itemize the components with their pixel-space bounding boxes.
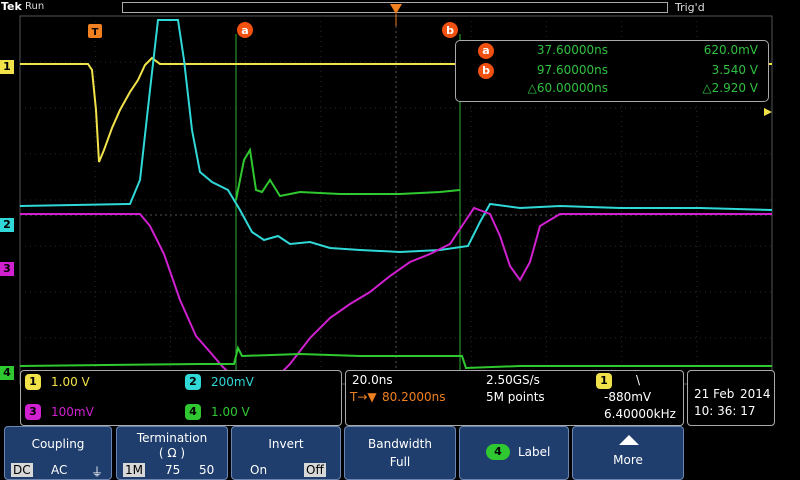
up-arrow-icon xyxy=(619,435,639,445)
cursor-b-value: 3.540 V xyxy=(711,63,758,77)
trigger-position-icon: T→▼ xyxy=(350,390,377,404)
channel-scale-panel: 1 1.00 V 2 200mV 3 100mV 4 1.00 V xyxy=(20,370,342,426)
datetime-panel: 21 Feb 2014 10: 36: 17 xyxy=(687,370,775,426)
cursor-a-badge: a xyxy=(478,43,494,59)
record-view-bar[interactable] xyxy=(122,2,668,13)
label-channel-badge: 4 xyxy=(486,444,510,460)
termination-menu-button[interactable]: Termination ( Ω ) 1M 75 50 xyxy=(116,426,228,480)
bandwidth-value: Full xyxy=(389,455,411,469)
invert-title: Invert xyxy=(268,437,304,451)
run-status: Run xyxy=(25,1,45,12)
cursor-delta-readout: △60.00000ns △2.920 V xyxy=(456,81,768,99)
sample-rate: 2.50GS/s xyxy=(486,373,540,387)
record-length: 5M points xyxy=(486,390,545,404)
delta-time: △60.00000ns xyxy=(527,81,608,95)
cursor-a-value: 620.0mV xyxy=(703,43,758,57)
time-per-div: 20.0ns xyxy=(352,373,393,387)
coupling-dc-option[interactable]: DC xyxy=(11,463,33,477)
termination-75-option[interactable]: 75 xyxy=(165,463,181,477)
channel-4-marker[interactable]: 4 xyxy=(0,366,14,380)
channel-4-ringing xyxy=(235,147,461,201)
ch1-scale[interactable]: 1.00 V xyxy=(51,375,90,389)
cursor-b-readout: b 97.60000ns 3.540 V xyxy=(456,63,768,81)
trigger-level-marker[interactable] xyxy=(764,108,772,116)
trigger-frequency: 6.40000kHz xyxy=(604,407,676,421)
cursor-b-label: b xyxy=(446,24,454,37)
coupling-title: Coupling xyxy=(31,437,85,451)
invert-menu-button[interactable]: Invert On Off xyxy=(231,426,341,480)
label-menu-button[interactable]: 4 Label xyxy=(459,426,569,480)
cursor-a-marker[interactable]: a xyxy=(237,22,253,38)
more-title: More xyxy=(613,453,643,467)
invert-off-option[interactable]: Off xyxy=(304,463,326,477)
cursor-b-time: 97.60000ns xyxy=(536,63,608,77)
trigger-point-marker: T xyxy=(88,24,102,38)
channel-2-waveform xyxy=(19,19,773,254)
coupling-gnd-option[interactable]: ⏚ xyxy=(91,465,104,479)
channel-2-marker[interactable]: 2 xyxy=(0,218,14,232)
termination-50-option[interactable]: 50 xyxy=(199,463,215,477)
channel-3-marker[interactable]: 3 xyxy=(0,262,14,276)
timebase-panel[interactable]: 20.0ns 2.50GS/s 1 \ T→▼ 80.2000ns 5M poi… xyxy=(345,370,684,426)
trigger-status: Trig'd xyxy=(675,1,705,14)
ch4-scale[interactable]: 1.00 V xyxy=(211,405,250,419)
time: 10: 36: 17 xyxy=(694,404,756,418)
trigger-position-marker[interactable] xyxy=(390,4,402,26)
ch4-badge: 4 xyxy=(185,404,201,420)
label-title: Label xyxy=(518,445,551,459)
coupling-ac-option[interactable]: AC xyxy=(51,463,68,477)
trigger-slope-icon: \ xyxy=(636,373,641,387)
trigger-point-label: T xyxy=(92,27,99,38)
channel-4-waveform xyxy=(19,345,772,370)
bandwidth-title: Bandwidth xyxy=(368,437,432,451)
coupling-menu-button[interactable]: Coupling DC AC ⏚ xyxy=(4,426,112,480)
brand-logo: Tek xyxy=(1,0,22,13)
year: 2014 xyxy=(740,387,771,401)
date: 21 Feb xyxy=(694,387,735,401)
invert-on-option[interactable]: On xyxy=(250,463,268,477)
cursor-b-marker[interactable]: b xyxy=(442,22,458,38)
cursor-a-time: 37.60000ns xyxy=(536,43,608,57)
ch2-badge: 2 xyxy=(185,374,201,390)
cursor-readout: a 37.60000ns 620.0mV b 97.60000ns 3.540 … xyxy=(455,40,769,102)
trigger-position: 80.2000ns xyxy=(382,390,446,404)
status-bar: Tek Run Trig'd xyxy=(0,0,800,16)
ch2-scale[interactable]: 200mV xyxy=(211,375,254,389)
termination-unit: ( Ω ) xyxy=(158,446,186,460)
ch3-scale[interactable]: 100mV xyxy=(51,405,94,419)
cursor-a-readout: a 37.60000ns 620.0mV xyxy=(456,43,768,61)
termination-1m-option[interactable]: 1M xyxy=(123,463,145,477)
more-menu-button[interactable]: More xyxy=(572,426,684,480)
ch3-badge: 3 xyxy=(25,404,41,420)
bandwidth-menu-button[interactable]: Bandwidth Full xyxy=(344,426,456,480)
delta-value: △2.920 V xyxy=(702,81,758,95)
trigger-level: -880mV xyxy=(604,390,652,404)
cursor-a-label: a xyxy=(241,24,248,37)
termination-title: Termination xyxy=(136,431,208,445)
channel-1-waveform xyxy=(20,56,772,163)
trigger-source-badge: 1 xyxy=(596,373,612,389)
channel-1-marker[interactable]: 1 xyxy=(0,60,14,74)
ch1-badge: 1 xyxy=(25,374,41,390)
cursor-b-badge: b xyxy=(478,63,494,79)
